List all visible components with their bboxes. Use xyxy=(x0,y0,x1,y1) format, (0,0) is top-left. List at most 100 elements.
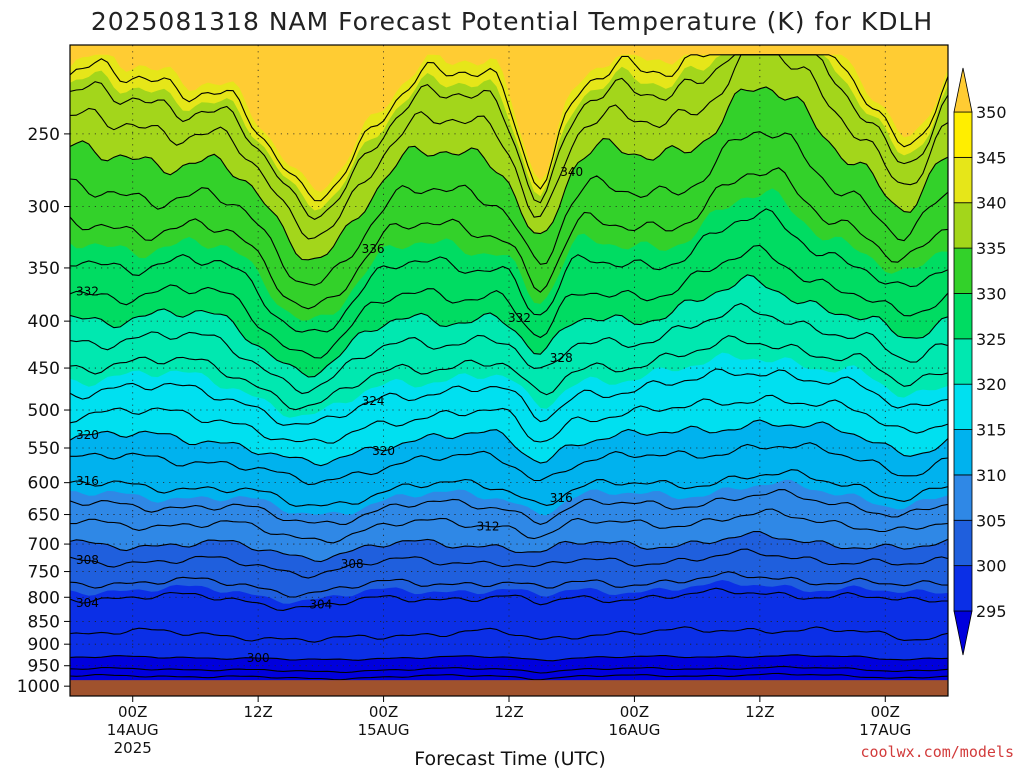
colorbar-label-295: 295 xyxy=(976,602,1007,621)
contour-label-328: 328 xyxy=(550,351,573,365)
x-tick-date-6: 17AUG xyxy=(859,721,911,739)
contour-label-304: 304 xyxy=(309,597,332,611)
isentrope-340 xyxy=(70,86,948,261)
colorbar: 295 300 305 310 315 320 325 330 335 340 345 350 xyxy=(953,67,1007,656)
colorbar-label-315: 315 xyxy=(976,421,1007,440)
isentrope-304 xyxy=(70,587,948,611)
x-tick-label-4: 00Z xyxy=(620,703,649,721)
isentrope-322 xyxy=(70,394,948,444)
contour-label-340: 340 xyxy=(560,165,583,179)
isentrope-310 xyxy=(70,530,948,563)
colorbar-label-320: 320 xyxy=(976,375,1007,394)
x-tick-label-1: 12Z xyxy=(243,703,272,721)
colorbar-box-315 xyxy=(953,383,973,430)
contour-label-308: 308 xyxy=(341,557,364,571)
y-tick-label-750: 750 xyxy=(28,563,60,583)
y-tick-label-550: 550 xyxy=(28,439,60,459)
colorbar-box-320 xyxy=(953,338,973,385)
colorbar-label-305: 305 xyxy=(976,511,1007,530)
edge-label-332: 332 xyxy=(76,285,99,299)
colorbar-label-335: 335 xyxy=(976,239,1007,258)
isentrope-306 xyxy=(70,571,948,598)
x-axis-label: Forecast Time (UTC) xyxy=(414,748,605,768)
colorbar-box-340 xyxy=(953,156,973,204)
x-tick-date-2: 15AUG xyxy=(358,721,410,739)
colorbar-box-300 xyxy=(953,519,973,567)
y-tick-label-450: 450 xyxy=(28,359,60,379)
x-tick-label-0: 00Z xyxy=(118,703,147,721)
isentrope-346 xyxy=(70,54,948,202)
credit-link[interactable]: coolwx.com/models xyxy=(860,743,1014,761)
x-tick-date-4: 16AUG xyxy=(608,721,660,739)
x-tick-label-5: 12Z xyxy=(745,703,774,721)
isentrope-298 xyxy=(70,665,948,674)
colorbar-label-300: 300 xyxy=(976,557,1007,576)
colorbar-box-310 xyxy=(953,429,973,476)
contour-labels: 300 304 308 312 316 320 324 328 332 336 340 304 308 3… xyxy=(76,165,583,665)
y-tick-label-800: 800 xyxy=(28,588,60,608)
isentrope-316 xyxy=(70,469,948,507)
colorbar-box-295 xyxy=(953,565,973,612)
isentrope-342 xyxy=(70,54,948,240)
band-top xyxy=(70,45,948,192)
isentrope-300 xyxy=(70,654,948,662)
colorbar-label-325: 325 xyxy=(976,330,1007,349)
ground-terrain xyxy=(70,680,948,696)
y-tick-label-650: 650 xyxy=(28,506,60,526)
colorbar-label-345: 345 xyxy=(976,148,1007,167)
isentrope-lines xyxy=(70,54,948,681)
edge-label-320: 320 xyxy=(76,428,99,442)
colorbar-under xyxy=(953,610,973,656)
contour-label-324: 324 xyxy=(362,394,385,408)
isentrope-314 xyxy=(70,489,948,525)
colorbar-label-350: 350 xyxy=(976,103,1007,122)
y-tick-label-400: 400 xyxy=(28,312,60,332)
x-tick-label-6: 00Z xyxy=(871,703,900,721)
contour-label-320: 320 xyxy=(372,444,395,458)
colorbar-label-340: 340 xyxy=(976,194,1007,213)
y-tick-label-250: 250 xyxy=(28,125,60,145)
isentrope-308 xyxy=(70,548,948,579)
colorbar-box-330 xyxy=(953,247,973,294)
x-tick-label-2: 00Z xyxy=(369,703,398,721)
x-tick-date-0: 14AUG xyxy=(107,721,159,739)
y-tick-label-500: 500 xyxy=(28,401,60,421)
isentrope-338 xyxy=(70,131,948,286)
colorbar-box-305 xyxy=(953,474,973,521)
isentrope-320 xyxy=(70,419,948,467)
colorbar-box-345 xyxy=(953,111,973,158)
y-tick-label-600: 600 xyxy=(28,474,60,494)
edge-label-308: 308 xyxy=(76,553,99,567)
y-tick-label-300: 300 xyxy=(28,198,60,218)
isentrope-302 xyxy=(70,626,948,643)
y-tick-label-700: 700 xyxy=(28,535,60,555)
isentrope-332 xyxy=(70,244,948,359)
x-tick-label-3: 12Z xyxy=(494,703,523,721)
contour-label-316: 316 xyxy=(550,491,573,505)
isentrope-326 xyxy=(70,335,948,411)
y-tick-label-900: 900 xyxy=(28,635,60,655)
pressure-axis: 250 300 350 400 450 500 550 600 650 700 750 800 850 9… xyxy=(17,125,70,697)
x-tick-year-0: 2025 xyxy=(114,739,152,757)
contour-label-300: 300 xyxy=(247,651,270,665)
edge-label-304: 304 xyxy=(76,596,99,610)
chart-title: 2025081318 NAM Forecast Potential Temper… xyxy=(91,7,933,36)
colorbar-box-335 xyxy=(953,202,973,249)
colorbar-label-330: 330 xyxy=(976,284,1007,303)
colorbar-over xyxy=(953,67,973,113)
isentrope-336 xyxy=(70,167,948,310)
isentrope-328 xyxy=(70,302,948,395)
isentrope-330 xyxy=(70,274,948,378)
isentrope-324 xyxy=(70,368,948,426)
contour-label-312: 312 xyxy=(477,519,500,533)
y-tick-label-950: 950 xyxy=(28,657,60,677)
isentrope-312 xyxy=(70,508,948,544)
colorbar-label-310: 310 xyxy=(976,466,1007,485)
y-tick-label-850: 850 xyxy=(28,612,60,632)
contour-label-336: 336 xyxy=(362,242,385,256)
contour-label-332: 332 xyxy=(508,311,531,325)
y-tick-label-1000: 1000 xyxy=(17,677,60,697)
edge-label-316: 316 xyxy=(76,474,99,488)
